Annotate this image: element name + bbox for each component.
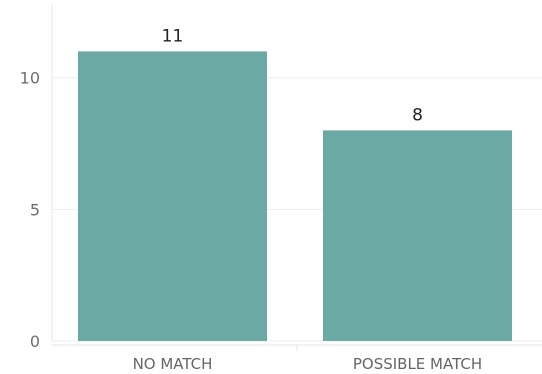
bar	[78, 51, 267, 341]
data-labels: 11 8	[162, 26, 423, 125]
bar	[323, 130, 512, 341]
y-tick-label: 10	[20, 69, 40, 88]
bars	[78, 51, 512, 341]
y-tick-label: 0	[30, 332, 40, 351]
x-tick-label: NO MATCH	[133, 355, 213, 373]
y-tick-label: 5	[30, 200, 40, 219]
y-axis-ticks: 0 5 10	[20, 69, 40, 351]
x-tick-label: POSSIBLE MATCH	[353, 355, 482, 373]
data-label: 11	[162, 26, 184, 46]
x-axis: NO MATCH POSSIBLE MATCH	[52, 344, 542, 373]
data-label: 8	[412, 105, 423, 125]
